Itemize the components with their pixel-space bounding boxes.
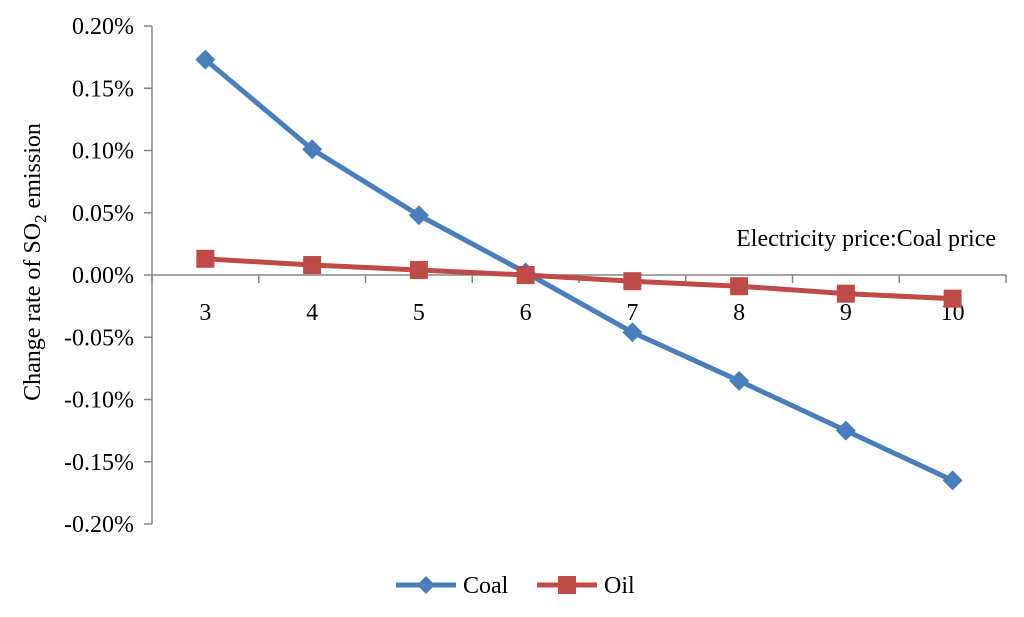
- data-point-oil: [196, 249, 215, 268]
- legend-oil-marker: [558, 576, 576, 594]
- data-point-coal: [195, 49, 216, 70]
- legend-item-oil: Oil: [537, 573, 635, 599]
- legend-item-coal: Coal: [396, 573, 509, 599]
- y-tick-label: 0.00%: [72, 263, 134, 289]
- x-tick-label: 9: [840, 300, 852, 326]
- data-point-coal: [729, 370, 750, 391]
- y-tick-label: -0.15%: [64, 450, 134, 476]
- data-point-coal: [942, 470, 963, 491]
- data-point-oil: [836, 284, 855, 303]
- y-tick-label: -0.20%: [64, 512, 134, 538]
- data-point-oil: [409, 261, 428, 280]
- x-axis: 3 4 5 6 7 8 9 10: [151, 274, 1007, 326]
- data-point-oil: [730, 277, 749, 296]
- x-axis-label: Electricity price:Coal price: [736, 226, 996, 252]
- y-tick-label: -0.10%: [64, 388, 134, 414]
- data-point-coal: [835, 420, 856, 441]
- data-point-coal: [302, 139, 323, 160]
- data-point-oil: [943, 289, 962, 308]
- x-tick-label: 6: [520, 300, 532, 326]
- x-tick-label: 3: [199, 300, 211, 326]
- y-tick-label: 0.05%: [72, 201, 134, 227]
- legend: Coal Oil: [396, 573, 635, 599]
- x-tick-label: 8: [733, 300, 745, 326]
- y-axis: 0.20% 0.15% 0.10% 0.05% 0.00% -0.05% -0.10% -0.…: [64, 14, 153, 538]
- legend-oil-label: Oil: [604, 573, 635, 599]
- data-point-coal: [622, 322, 643, 343]
- data-point-oil: [516, 266, 535, 284]
- y-axis-label: Change rate of SO2 emission: [20, 123, 50, 401]
- y-tick-label: 0.15%: [72, 76, 134, 102]
- y-tick-label: -0.05%: [64, 325, 134, 351]
- series-line-oil: [205, 256, 953, 302]
- y-tick-label: 0.20%: [72, 14, 134, 40]
- x-tick-label: 7: [626, 300, 638, 326]
- data-point-oil: [303, 256, 322, 275]
- data-point-coal: [408, 205, 429, 226]
- legend-coal-marker: [417, 576, 435, 594]
- x-tick-label: 4: [306, 300, 318, 326]
- series-line-coal: [203, 57, 954, 483]
- y-tick-label: 0.10%: [72, 139, 134, 165]
- series-layer: [195, 49, 963, 491]
- data-point-oil: [623, 272, 642, 291]
- x-tick-label: 5: [413, 300, 425, 326]
- legend-coal-label: Coal: [463, 573, 509, 599]
